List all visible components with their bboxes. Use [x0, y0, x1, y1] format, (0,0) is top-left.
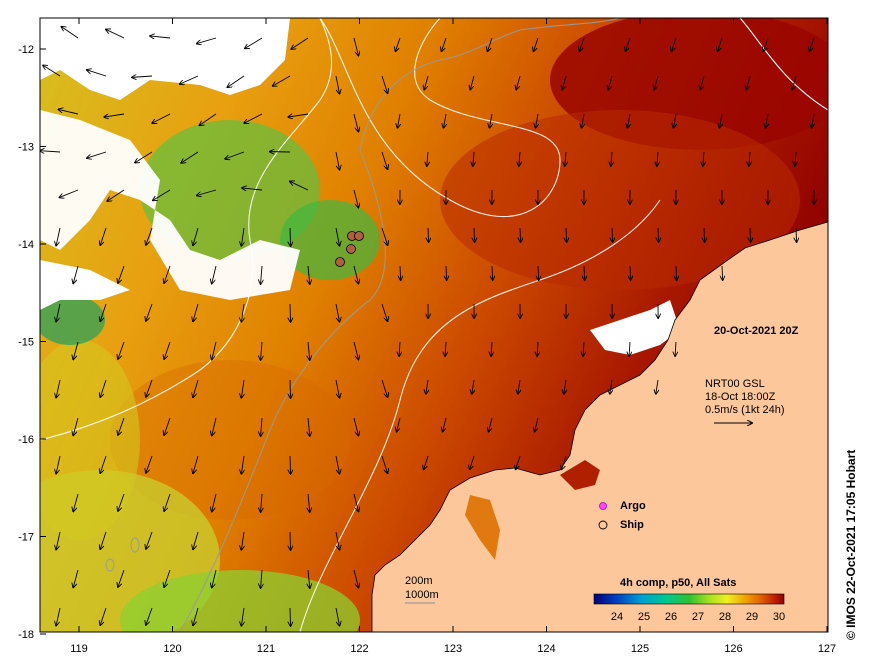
lat-tick-label: -13 [18, 142, 34, 154]
colorbar-tick-label: 29 [746, 611, 758, 623]
ship-marker [335, 257, 345, 267]
colorbar: 4h comp, p50, All Sats 24 25 26 27 28 29 30 [593, 577, 785, 623]
colorbar-tick-label: 27 [692, 611, 704, 623]
plot-frame [39, 17, 829, 633]
cloud-mask [40, 18, 290, 100]
lat-tick-label: -14 [18, 239, 34, 251]
lon-tick-label: 122 [350, 643, 368, 655]
colorbar-tick-label: 28 [719, 611, 731, 623]
isobath-200-label: 200m [405, 575, 433, 587]
lon-tick-label: 120 [163, 643, 181, 655]
lon-tick-label: 124 [537, 643, 555, 655]
colorbar-tick-label: 25 [638, 611, 650, 623]
date-label: 20-Oct-2021 20Z [714, 325, 799, 337]
latitude-axis: -12 -13 -14 -15 -16 -17 -18 [18, 44, 46, 641]
colorbar-tick-label: 30 [773, 611, 785, 623]
current-info-line2: 18-Oct 18:00Z [705, 391, 776, 403]
colorbar-tick-label: 26 [665, 611, 677, 623]
isobath-legend: 200m 1000m [405, 575, 439, 604]
lat-tick-label: -18 [18, 629, 34, 641]
colorbar-tick-label: 24 [611, 611, 623, 623]
lon-tick-label: 123 [444, 643, 462, 655]
lon-tick-label: 126 [724, 643, 742, 655]
isobath-1000-label: 1000m [405, 589, 439, 601]
plot-area [40, 18, 828, 632]
lon-tick-label: 121 [257, 643, 275, 655]
current-vectors [40, 27, 814, 626]
lon-tick-label: 127 [818, 643, 836, 655]
argo-label: Argo [620, 500, 646, 512]
lat-tick-label: -17 [18, 532, 34, 544]
marker-legend: Argo Ship [598, 500, 646, 531]
lon-tick-label: 119 [70, 643, 88, 655]
current-info-line3: 0.5m/s (1kt 24h) [705, 404, 784, 416]
ship-marker-icon [598, 520, 608, 530]
lat-tick-label: -15 [18, 337, 34, 349]
longitude-axis: 119 120 121 122 123 124 125 126 127 [70, 18, 836, 655]
colorbar-strip [593, 593, 785, 605]
current-info-line1: NRT00 GSL [705, 378, 765, 390]
argo-marker-icon [599, 502, 607, 510]
ship-label: Ship [620, 519, 644, 531]
ship-marker [354, 231, 364, 241]
lon-tick-label: 125 [631, 643, 649, 655]
current-info: NRT00 GSL 18-Oct 18:00Z 0.5m/s (1kt 24h) [705, 378, 784, 423]
lat-tick-label: -12 [18, 44, 34, 56]
lat-tick-label: -16 [18, 434, 34, 446]
ship-marker [346, 244, 356, 254]
colorbar-title: 4h comp, p50, All Sats [620, 577, 736, 589]
copyright-notice: © IMOS 22-Oct-2021 17:05 Hobart [844, 449, 858, 640]
